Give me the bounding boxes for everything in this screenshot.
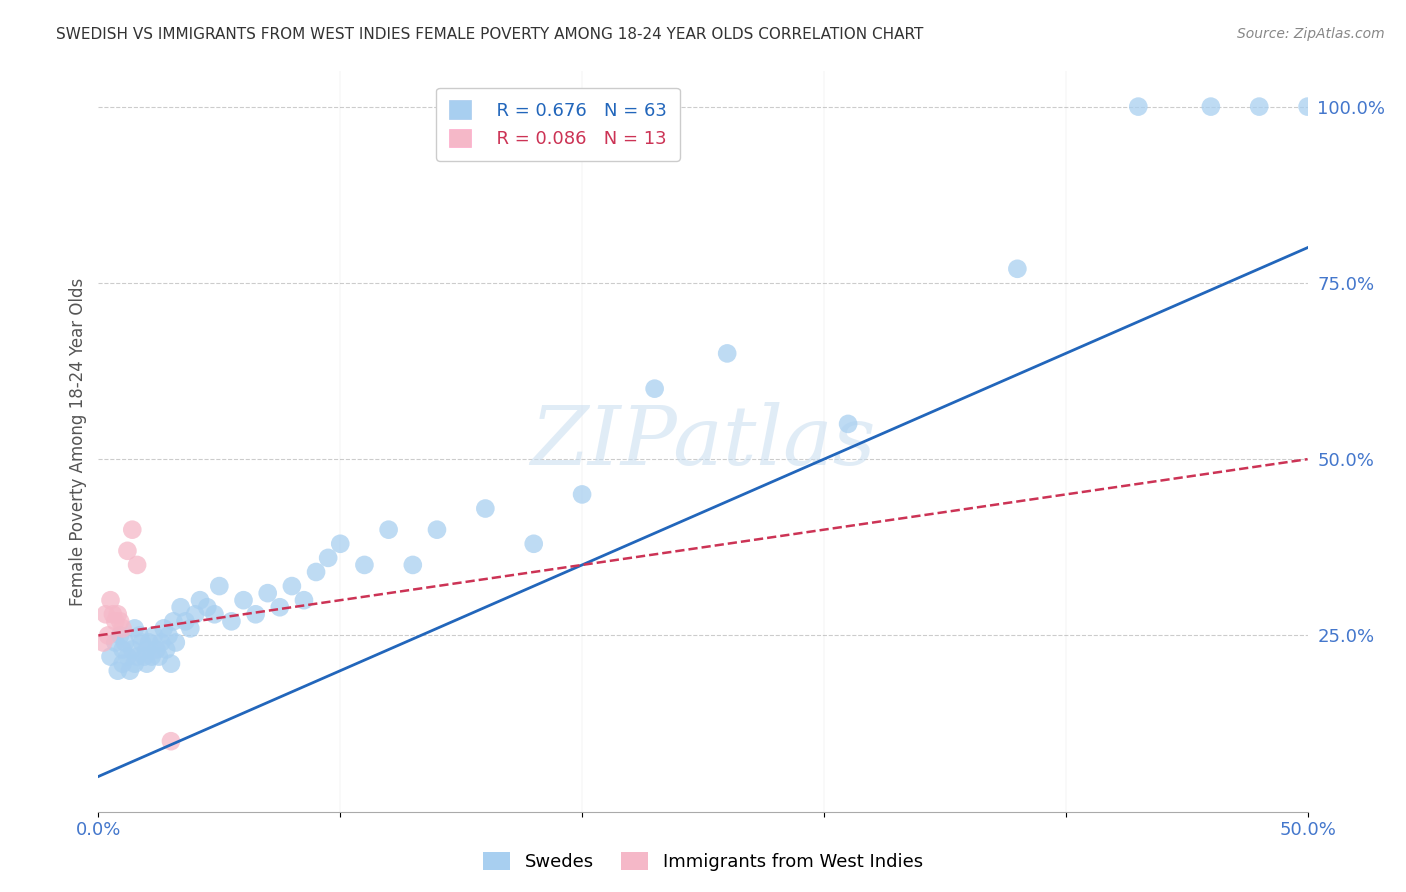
Point bbox=[160, 657, 183, 671]
Point bbox=[256, 586, 278, 600]
Point bbox=[138, 635, 160, 649]
Point bbox=[145, 642, 167, 657]
Point bbox=[644, 382, 666, 396]
Point bbox=[104, 615, 127, 629]
Point bbox=[117, 649, 139, 664]
Point bbox=[269, 600, 291, 615]
Y-axis label: Female Poverty Among 18-24 Year Olds: Female Poverty Among 18-24 Year Olds bbox=[69, 277, 87, 606]
Point bbox=[128, 628, 150, 642]
Point bbox=[174, 615, 197, 629]
Text: Source: ZipAtlas.com: Source: ZipAtlas.com bbox=[1237, 27, 1385, 41]
Text: ZIPatlas: ZIPatlas bbox=[530, 401, 876, 482]
Point bbox=[101, 607, 124, 622]
Point bbox=[474, 501, 496, 516]
Point bbox=[426, 523, 449, 537]
Point bbox=[100, 593, 122, 607]
Point bbox=[169, 600, 191, 615]
Point bbox=[1296, 100, 1319, 114]
Point bbox=[148, 649, 170, 664]
Point bbox=[1007, 261, 1029, 276]
Point bbox=[292, 593, 315, 607]
Point bbox=[121, 523, 143, 537]
Point bbox=[121, 642, 143, 657]
Point bbox=[135, 657, 157, 671]
Point bbox=[135, 642, 157, 657]
Point bbox=[141, 649, 163, 664]
Point bbox=[111, 621, 134, 635]
Point bbox=[157, 628, 180, 642]
Point bbox=[150, 635, 173, 649]
Point bbox=[111, 657, 134, 671]
Point bbox=[208, 579, 231, 593]
Point bbox=[108, 628, 131, 642]
Point bbox=[305, 565, 328, 579]
Point bbox=[143, 628, 166, 642]
Point bbox=[111, 642, 134, 657]
Point bbox=[108, 615, 131, 629]
Point bbox=[195, 600, 218, 615]
Point bbox=[127, 649, 149, 664]
Point bbox=[402, 558, 425, 572]
Point bbox=[245, 607, 267, 622]
Point bbox=[107, 607, 129, 622]
Point bbox=[716, 346, 738, 360]
Point bbox=[114, 635, 136, 649]
Point bbox=[107, 664, 129, 678]
Point bbox=[571, 487, 593, 501]
Point bbox=[179, 621, 201, 635]
Point bbox=[124, 657, 146, 671]
Point bbox=[152, 621, 174, 635]
Point bbox=[118, 664, 141, 678]
Point bbox=[281, 579, 304, 593]
Point bbox=[1199, 100, 1222, 114]
Point bbox=[97, 628, 120, 642]
Point bbox=[353, 558, 375, 572]
Point bbox=[329, 537, 352, 551]
Point bbox=[377, 523, 399, 537]
Legend:   R = 0.676   N = 63,   R = 0.086   N = 13: R = 0.676 N = 63, R = 0.086 N = 13 bbox=[436, 87, 679, 161]
Point bbox=[104, 635, 127, 649]
Point bbox=[100, 649, 122, 664]
Text: SWEDISH VS IMMIGRANTS FROM WEST INDIES FEMALE POVERTY AMONG 18-24 YEAR OLDS CORR: SWEDISH VS IMMIGRANTS FROM WEST INDIES F… bbox=[56, 27, 924, 42]
Point bbox=[124, 621, 146, 635]
Point bbox=[127, 558, 149, 572]
Point bbox=[232, 593, 254, 607]
Point bbox=[155, 642, 177, 657]
Point bbox=[523, 537, 546, 551]
Point bbox=[134, 649, 156, 664]
Point bbox=[162, 615, 184, 629]
Point bbox=[184, 607, 207, 622]
Point bbox=[221, 615, 243, 629]
Point bbox=[837, 417, 859, 431]
Point bbox=[117, 544, 139, 558]
Point bbox=[316, 550, 339, 565]
Point bbox=[1249, 100, 1271, 114]
Point bbox=[1128, 100, 1150, 114]
Point bbox=[165, 635, 187, 649]
Point bbox=[160, 734, 183, 748]
Point bbox=[94, 607, 117, 622]
Point bbox=[204, 607, 226, 622]
Legend: Swedes, Immigrants from West Indies: Swedes, Immigrants from West Indies bbox=[477, 845, 929, 879]
Point bbox=[131, 635, 153, 649]
Point bbox=[188, 593, 211, 607]
Point bbox=[91, 635, 114, 649]
